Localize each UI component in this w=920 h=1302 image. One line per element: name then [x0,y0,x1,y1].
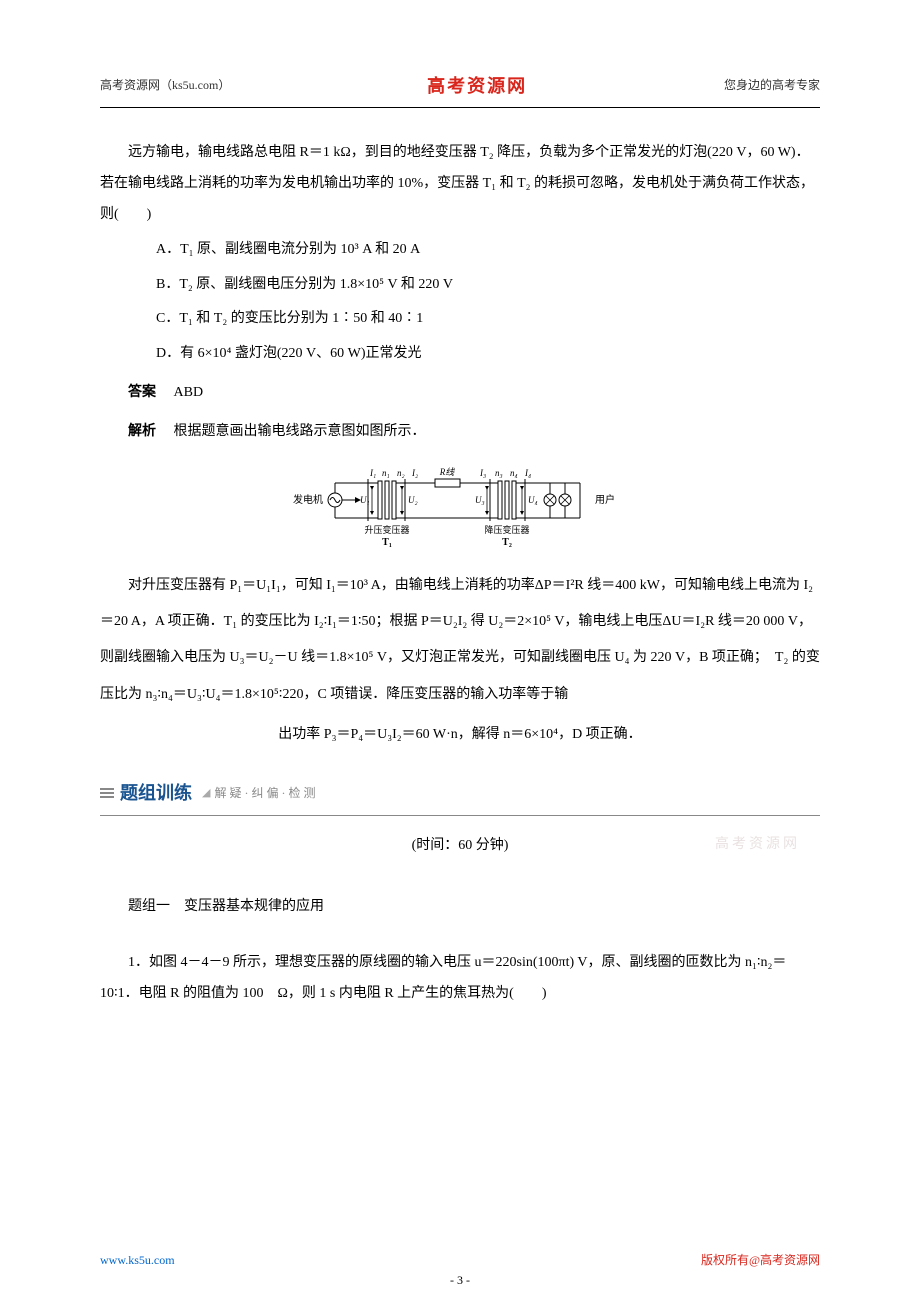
answer-label: 答案 [128,385,156,400]
label-n3: n₃ [495,468,503,478]
circuit-diagram: 发电机 I₁ n₁ n₂ I₂ [290,463,630,553]
label-i3: I₃ [479,468,486,478]
explain-intro: 根据题意画出输电线路示意图如图所示． [174,424,426,439]
t1-label: T₁ [382,537,392,548]
section-subtitle: 解疑·纠偏·检测 [214,780,318,806]
header-left-text: 高考资源网（ks5u.com） [100,75,230,97]
explain-intro-line: 解析 根据题意画出输电线路示意图如图所示． [100,417,820,448]
generator-label: 发电机 [293,493,323,506]
footer-copyright: 版权所有@高考资源网 [701,1250,820,1272]
answer-value: ABD [174,385,204,400]
label-u2: U₂ [408,495,418,505]
step-down-label: 降压变压器 [484,524,529,535]
page-footer: www.ks5u.com 版权所有@高考资源网 [100,1250,820,1272]
section-bars-icon [100,788,114,798]
label-r: R线 [439,467,455,477]
header-center-title: 高考资源网 [427,70,527,102]
footer-url[interactable]: www.ks5u.com [100,1250,175,1272]
main-content: 远方输电，输电线路总电阻 R＝1 kΩ，到目的地经变压器 T₂ 降压，负载为多个… [100,138,820,1009]
explain-label: 解析 [128,424,156,439]
page-header: 高考资源网（ks5u.com） 高考资源网 您身边的高考专家 [100,70,820,108]
page-number: - 3 - [0,1270,920,1292]
t2-label: T₂ [502,537,512,548]
label-n2: n₂ [397,468,405,478]
explanation-text-1: 对升压变压器有 P₁＝U₁I₁，可知 I₁＝10³ A，由输电线上消耗的功率ΔP… [100,568,820,714]
document-page: 高考资源网（ks5u.com） 高考资源网 您身边的高考专家 远方输电，输电线路… [0,0,920,1302]
problem-text: 远方输电，输电线路总电阻 R＝1 kΩ，到目的地经变压器 T₂ 降压，负载为多个… [100,138,820,230]
label-n1: n₁ [382,468,390,478]
label-u1: U₁ [360,495,370,505]
header-right-text: 您身边的高考专家 [724,75,820,97]
time-limit: (时间：60 分钟) [100,831,820,862]
label-u4: U₄ [528,495,538,505]
option-a: A．T₁ 原、副线圈电流分别为 10³ A 和 20 A [100,235,820,266]
triangle-icon: ◢ [202,781,210,805]
label-u3: U₃ [475,495,485,505]
watermark-text: 高考资源网 [715,830,800,861]
question-1: 1．如图 4－4－9 所示，理想变压器的原线圈的输入电压 u＝220sin(10… [100,948,820,1010]
label-i1: I₁ [369,468,376,478]
label-n4: n₄ [510,468,518,478]
section-header: 题组训练 ◢ 解疑·纠偏·检测 [100,774,820,817]
user-label: 用户 [595,493,615,506]
option-d: D．有 6×10⁴ 盏灯泡(220 V、60 W)正常发光 [100,339,820,370]
option-b: B．T₂ 原、副线圈电压分别为 1.8×10⁵ V 和 220 V [100,270,820,301]
explanation-text-2: 出功率 P₃＝P₄＝U₃I₂＝60 W·n，解得 n＝6×10⁴，D 项正确． [100,717,820,753]
group-title: 题组一 变压器基本规律的应用 [100,892,820,923]
step-up-label: 升压变压器 [364,524,409,535]
label-i2: I₂ [411,468,418,478]
circuit-diagram-container: 发电机 I₁ n₁ n₂ I₂ [100,463,820,553]
section-title: 题组训练 [120,774,192,814]
label-i4: I₄ [524,468,531,478]
option-c: C．T₁ 和 T₂ 的变压比分别为 1∶50 和 40∶1 [100,304,820,335]
answer-line: 答案 ABD [100,378,820,409]
